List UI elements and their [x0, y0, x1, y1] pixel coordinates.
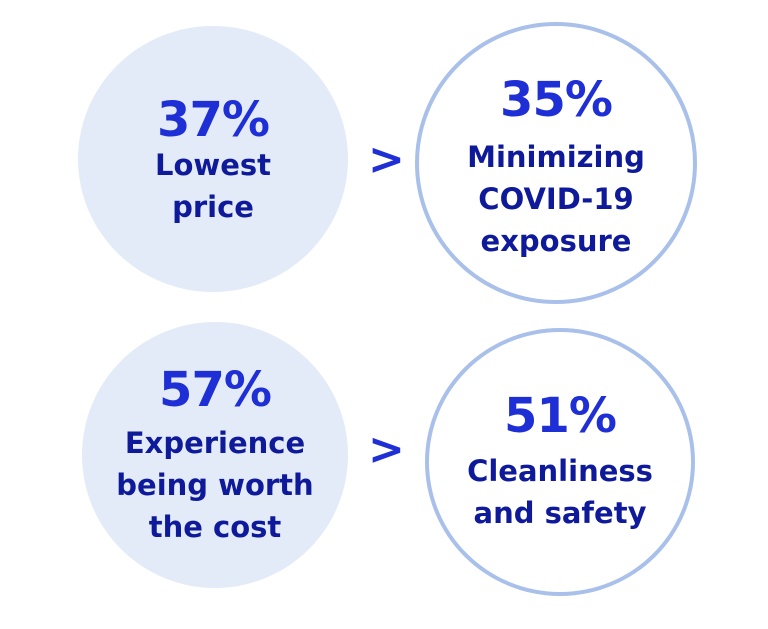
covid-exposure-circle: 35% Minimizing COVID-19 exposure: [415, 22, 697, 304]
label-line: Cleanliness: [467, 454, 653, 488]
cleanliness-safety-circle: 51% Cleanliness and safety: [425, 328, 695, 596]
label-line: price: [172, 190, 254, 224]
covid-exposure-percent: 35%: [500, 72, 613, 128]
label-line: COVID-19: [478, 182, 634, 216]
lowest-price-label: Lowest price: [78, 144, 348, 228]
lowest-price-percent: 37%: [157, 92, 270, 148]
worth-cost-circle: 57% Experience being worth the cost: [82, 322, 348, 588]
label-line: Lowest: [155, 148, 271, 182]
greater-than-symbol: >: [368, 134, 405, 185]
label-line: the cost: [148, 510, 282, 544]
lowest-price-circle: 37% Lowest price: [78, 26, 348, 292]
label-line: Experience: [124, 426, 306, 460]
greater-than-symbol: >: [368, 424, 405, 475]
cleanliness-safety-label: Cleanliness and safety: [429, 450, 691, 534]
label-line: Minimizing: [467, 140, 645, 174]
label-line: exposure: [480, 224, 632, 258]
label-line: being worth: [116, 468, 314, 502]
worth-cost-percent: 57%: [159, 362, 272, 418]
label-line: and safety: [473, 496, 647, 530]
covid-exposure-label: Minimizing COVID-19 exposure: [419, 136, 693, 262]
worth-cost-label: Experience being worth the cost: [82, 422, 348, 548]
cleanliness-safety-percent: 51%: [504, 388, 617, 444]
